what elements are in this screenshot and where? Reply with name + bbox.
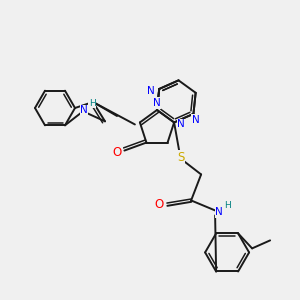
Text: O: O — [154, 198, 164, 211]
Text: N: N — [192, 115, 199, 125]
Text: N: N — [147, 86, 155, 96]
Text: H: H — [224, 201, 230, 210]
Text: N: N — [215, 207, 223, 218]
Text: N: N — [153, 98, 161, 108]
Text: N: N — [80, 105, 88, 115]
Text: O: O — [113, 146, 122, 159]
Text: H: H — [88, 99, 95, 108]
Text: S: S — [177, 151, 185, 164]
Text: N: N — [177, 119, 185, 129]
